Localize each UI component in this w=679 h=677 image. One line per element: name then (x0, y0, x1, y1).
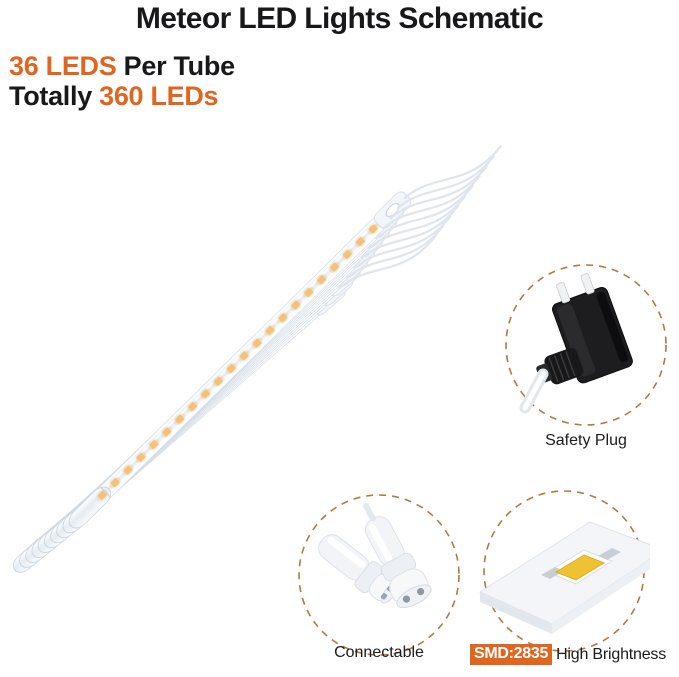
led-dot (239, 351, 249, 361)
led-dot (355, 237, 365, 247)
led-dot (330, 262, 339, 272)
lead-wire (367, 195, 467, 250)
tube-connector-pair-icon (298, 494, 460, 656)
lead-wire (382, 175, 481, 230)
smd-label-row: SMD:2835 High Brightness (468, 644, 668, 665)
led-dot (97, 490, 107, 500)
led-dot (123, 465, 133, 475)
high-brightness-label: High Brightness (556, 645, 667, 663)
led-dot (265, 326, 275, 335)
led-dot (304, 288, 314, 297)
led-dot (110, 478, 120, 488)
leds-per-tube-value: 36 LEDS (9, 51, 117, 81)
spec-line-total: Totally 360 LEDs (9, 80, 235, 112)
leds-per-tube-label: Per Tube (116, 51, 235, 81)
led-dot (291, 300, 301, 310)
spec-summary: 36 LEDS Per Tube Totally 360 LEDs (9, 51, 235, 112)
callout-connectable: Connectable (296, 492, 462, 661)
total-leds-value: 360 LEDs (99, 80, 219, 111)
led-dot (226, 364, 236, 373)
lead-wire (396, 154, 495, 210)
led-dot (136, 452, 146, 462)
led-dot (252, 338, 262, 348)
lead-wire (389, 165, 488, 220)
led-dot (188, 402, 197, 411)
lead-wire (353, 215, 452, 270)
led-dot (368, 224, 378, 234)
led-dot (162, 427, 172, 437)
callout-safety-plug: Safety Plug (503, 262, 669, 449)
led-dot (278, 313, 288, 323)
total-leds-label: Totally (9, 80, 100, 111)
led-dot (175, 414, 185, 424)
led-dot (201, 389, 210, 399)
smd-led-chip-icon (478, 490, 650, 652)
smd-type-badge: SMD:2835 (469, 644, 553, 665)
lead-wire (375, 185, 474, 240)
lead-wire (338, 234, 437, 289)
lead-wire (403, 144, 502, 200)
meteor-tube-bundle (8, 144, 502, 578)
led-dot (317, 275, 326, 285)
page-title: Meteor LED Lights Schematic (135, 2, 544, 35)
led-dot (213, 376, 223, 386)
led-dot (149, 440, 159, 450)
lead-wire (360, 205, 459, 260)
callout-smd-chip: SMD:2835 High Brightness (469, 488, 666, 665)
spec-line-per-tube: 36 LEDS Per Tube (9, 51, 235, 82)
ac-power-adapter-icon (505, 264, 667, 426)
lead-wire (345, 224, 445, 280)
led-tube (64, 188, 414, 534)
connectable-label: Connectable (334, 644, 424, 661)
led-dot (342, 249, 352, 259)
safety-plug-label: Safety Plug (545, 432, 627, 449)
